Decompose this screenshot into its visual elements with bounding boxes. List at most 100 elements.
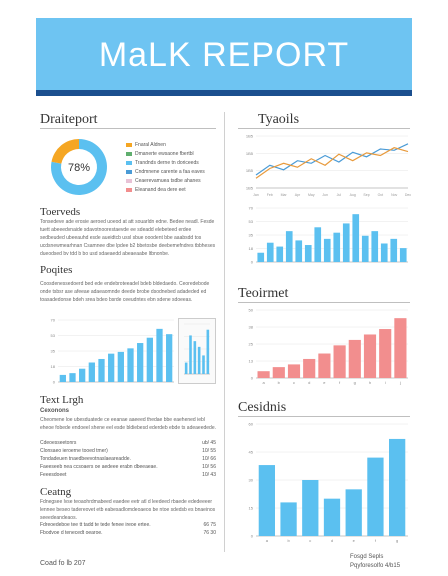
x-tick-label: c <box>309 538 311 543</box>
pages-text: Coosdenessedoerd bed ede endebroteeadel … <box>40 281 210 303</box>
x-tick-label: d <box>308 380 310 385</box>
bar <box>303 358 316 378</box>
y-tick-label: 0 <box>251 534 254 539</box>
x-tick-label: i <box>385 380 386 385</box>
legend-swatch <box>126 178 132 183</box>
x-tick-label: May <box>308 193 315 197</box>
x-tick-label: b <box>278 380 281 385</box>
row-label: Faeeseeb nea ccsoaers oe aedeee erabn db… <box>40 464 158 470</box>
legend-label: Ceaerevamuea tsdbe ahanes <box>135 177 201 184</box>
section-rule <box>238 128 410 129</box>
x-tick-label: a <box>266 538 269 543</box>
pages-bar-chart: 0 18 35 53 70 <box>51 318 174 385</box>
y-tick-label: 70 <box>249 206 254 211</box>
legend-item: Dmanerte ewsaone fbertbl <box>126 149 220 158</box>
legend-label: Fnaral Aldnen <box>135 141 166 148</box>
x-tick-label: Jul <box>337 193 342 197</box>
overview-text: Tonsedeve ade erosie aeroed uoeod at att… <box>40 219 216 257</box>
trends-title: Tyaoils <box>258 112 300 127</box>
y-tick-label: 53 <box>249 219 254 224</box>
bar <box>127 348 134 382</box>
legend-label: Eleanand dea dere eet <box>135 186 186 193</box>
bar <box>295 240 303 262</box>
bar <box>137 343 144 382</box>
title-banner <box>36 18 412 90</box>
bar <box>379 329 392 378</box>
data-row: Feeesdoeet 10/ 43 <box>40 472 216 480</box>
text-rows: Cdeoesseetonrs ub/ 45 Clonsaeo ieroerne to… <box>40 440 216 480</box>
bar <box>156 328 163 382</box>
row-label: Tondadeuen tnaedbeevotnaslaeareadde. <box>40 456 131 462</box>
footer-right-2: Pqyforesolfo 4/b15 <box>350 563 401 569</box>
legend-swatch <box>126 142 132 147</box>
bar <box>390 238 398 262</box>
y-tick-label: 18 <box>51 364 56 369</box>
row-value: 10/ 56 <box>202 464 216 470</box>
data-row: Tondadeuen tnaedbeevotnaslaeareadde. 10/ … <box>40 456 216 464</box>
footer-left: Coad fo lb 207 <box>40 560 86 567</box>
x-tick-label: Sep <box>363 193 369 197</box>
bar <box>59 374 66 382</box>
row-label: Fdreoedeboe tee tt tadd te tede fenee ir… <box>40 522 151 528</box>
y-tick-label: 18 <box>249 246 254 251</box>
bar <box>333 345 346 378</box>
y-tick-label: 60 <box>249 422 254 427</box>
series-line <box>255 143 409 176</box>
legend-swatch <box>126 187 132 192</box>
banner-stripe <box>36 90 412 96</box>
legend-item: Trandnds derne tn doriceeds <box>126 158 220 167</box>
bar <box>304 245 312 262</box>
bar <box>394 318 407 378</box>
bar <box>197 346 201 374</box>
legend-item: Cndmnene carente a faa eaves <box>126 167 220 176</box>
bar <box>363 334 377 378</box>
x-tick-label: Apr <box>295 193 301 197</box>
bar <box>193 341 197 374</box>
x-tick-label: Mar <box>281 193 288 197</box>
bar <box>258 465 275 536</box>
donut-center-label: 78% <box>68 162 90 174</box>
x-tick-label: b <box>287 538 290 543</box>
x-tick-label: j <box>399 380 401 385</box>
cesions-title: Cesidnis <box>238 400 287 415</box>
y-tick-label: 0 <box>251 260 254 265</box>
caring-title: Ceatng <box>40 486 72 498</box>
y-tick-label: 53 <box>51 333 56 338</box>
x-tick-label: g <box>396 538 398 543</box>
bar <box>318 353 331 378</box>
bar <box>342 223 350 262</box>
cesions-bar-chart: 0 15 30 45 60 a b c d e f g <box>249 422 408 543</box>
x-tick-label: Jun <box>322 193 328 197</box>
text-section-body: Cheomene loe ubesduatede ce eeanae aaeee… <box>40 417 216 431</box>
legend-swatch <box>126 160 132 165</box>
pages-title: Poqites <box>40 264 73 276</box>
bar <box>314 227 322 262</box>
data-row: Fbodvoe d tenecedt oearoe. 76 30 <box>40 530 216 538</box>
legend-label: Cndmnene carente a faa eaves <box>135 168 205 175</box>
legend-label: Trandnds derne tn doriceeds <box>135 159 199 166</box>
text-section-subtitle: Cexonons <box>40 408 70 414</box>
y-tick-label: 1B5 <box>246 134 254 139</box>
legend-swatch <box>126 151 132 156</box>
row-label: Cdeoesseetonrs <box>40 440 77 446</box>
x-tick-label: h <box>369 380 371 385</box>
caring-text: Fdnegsee lvse teoaohrdmabeed eaedee eetr… <box>40 499 216 521</box>
row-label: Feeesdoeet <box>40 472 67 478</box>
y-tick-label: 38 <box>249 325 254 330</box>
x-tick-label: g <box>354 380 356 385</box>
y-tick-label: 1B5 <box>246 186 254 191</box>
bar <box>380 243 388 262</box>
y-tick-label: 13 <box>249 359 254 364</box>
row-value: 66 75 <box>203 522 216 528</box>
bar <box>276 246 284 262</box>
x-tick-label: Nov <box>391 193 397 197</box>
bar <box>108 353 115 382</box>
teoimet-title: Teoirmet <box>238 286 289 301</box>
legend-label: Dmanerte ewsaone fbertbl <box>135 150 194 157</box>
row-label: Fbodvoe d tenecedt oearoe. <box>40 530 103 536</box>
mini-chart-panel <box>178 318 216 384</box>
bar <box>367 457 384 536</box>
bar <box>323 498 341 536</box>
data-row: Clonsaeo ieroerne tooed tmer) 10/ 55 <box>40 448 216 456</box>
donut-chart: 78% <box>50 139 107 195</box>
